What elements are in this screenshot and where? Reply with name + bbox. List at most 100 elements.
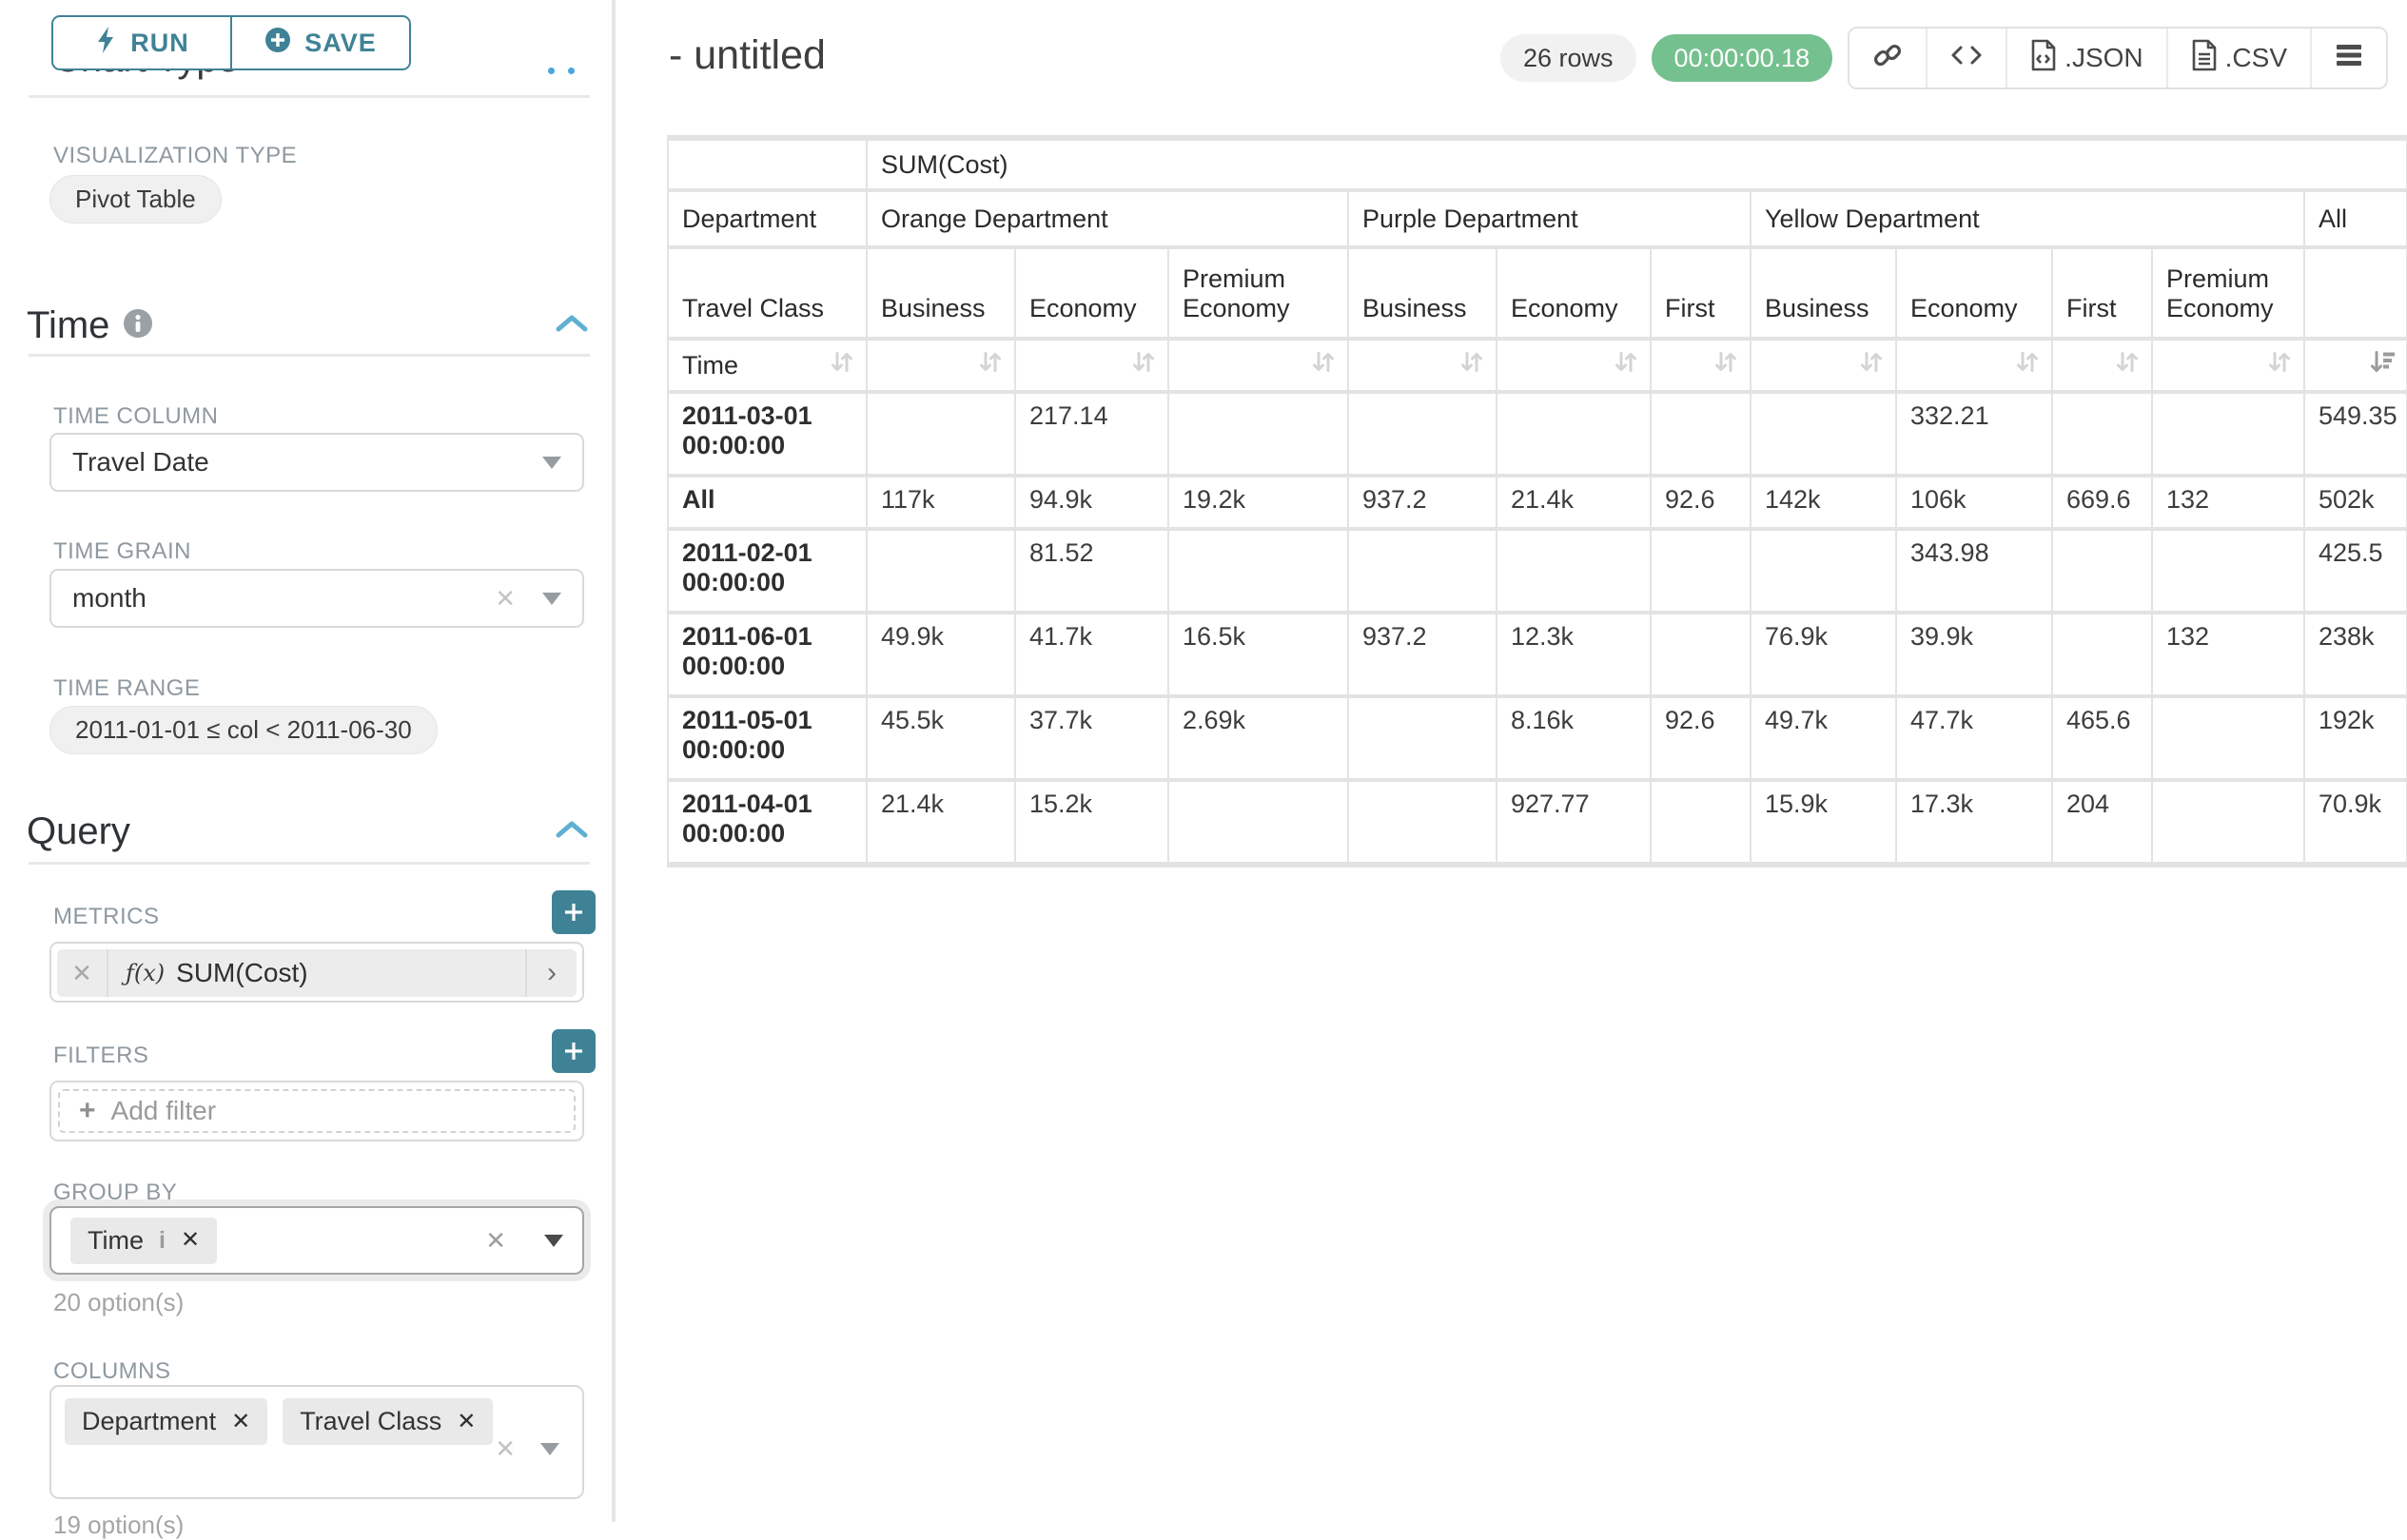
metric-pill[interactable]: ✕ ƒ(x) SUM(Cost) ›	[57, 949, 577, 997]
lightning-icon	[94, 26, 117, 61]
sort-header[interactable]	[2053, 341, 2153, 390]
sort-header[interactable]	[1349, 341, 1497, 390]
clear-icon[interactable]: ✕	[495, 584, 516, 613]
sort-header[interactable]	[1652, 341, 1751, 390]
pivot-value-cell: 76.9k	[1751, 614, 1897, 694]
pivot-value-cell	[1169, 394, 1349, 474]
pivot-value-cell: 132	[2153, 614, 2305, 694]
export-json-button[interactable]: .JSON	[2007, 29, 2168, 88]
sort-icon[interactable]	[1129, 348, 1158, 383]
metric-header-row: SUM(Cost)	[669, 141, 2407, 188]
remove-tag-icon[interactable]: ✕	[180, 1227, 201, 1253]
group-by-select[interactable]: Time i ✕ ✕	[49, 1206, 584, 1275]
pivot-value-cell	[868, 531, 1016, 611]
group-by-tag[interactable]: Time i ✕	[70, 1217, 218, 1264]
table-row: 2011-06-01 00:00:00 49.9k 41.7k 16.5k 937.2 1…	[669, 614, 2407, 694]
sort-header[interactable]	[2153, 341, 2305, 390]
sort-header[interactable]	[1897, 341, 2053, 390]
chart-title[interactable]: - untitled	[669, 32, 826, 78]
chevron-up-icon[interactable]	[554, 817, 590, 847]
time-column-select[interactable]: Travel Date	[49, 433, 584, 492]
pivot-value-cell: 41.7k	[1016, 614, 1169, 694]
travel-class-header: First	[1652, 249, 1751, 337]
info-icon	[123, 308, 153, 343]
metric-header-cell: SUM(Cost)	[868, 141, 2407, 188]
pivot-value-cell	[1751, 531, 1897, 611]
copy-link-button[interactable]	[1849, 29, 1928, 88]
pivot-value-cell	[1652, 394, 1751, 474]
pivot-value-cell: 21.4k	[1497, 478, 1652, 527]
panel-drag-dot[interactable]	[568, 68, 575, 74]
sort-header[interactable]	[868, 341, 1016, 390]
sort-header[interactable]	[1497, 341, 1652, 390]
sort-icon[interactable]	[2265, 348, 2294, 383]
time-column-value: Travel Date	[72, 447, 209, 477]
col-dimension-label: Travel Class	[669, 249, 868, 337]
columns-tag[interactable]: Department ✕	[65, 1398, 268, 1445]
sort-desc-header[interactable]	[2305, 341, 2407, 390]
travel-class-header	[2305, 249, 2407, 337]
sort-icon[interactable]	[976, 348, 1005, 383]
travel-class-header: Premium Economy	[2153, 249, 2305, 337]
menu-button[interactable]	[2312, 29, 2386, 88]
pivot-value-cell: 927.77	[1497, 782, 1652, 862]
pivot-value-cell	[868, 394, 1016, 474]
time-grain-select[interactable]: month ✕	[49, 569, 584, 628]
query-section-title: Query	[27, 810, 130, 852]
clear-icon[interactable]: ✕	[495, 1434, 516, 1463]
time-sort-header[interactable]: Time	[669, 341, 868, 390]
export-button-group: .JSON .CSV	[1848, 27, 2388, 89]
save-button[interactable]: SAVE	[231, 15, 411, 70]
time-section-title: Time	[27, 304, 110, 346]
sort-icon[interactable]	[2113, 348, 2142, 383]
chevron-right-icon[interactable]: ›	[525, 949, 577, 997]
sort-icon[interactable]	[1309, 348, 1338, 383]
remove-tag-icon[interactable]: ✕	[231, 1408, 251, 1434]
json-file-icon	[2030, 39, 2057, 78]
chevron-down-icon	[540, 1442, 559, 1455]
pivot-table: SUM(Cost) Department Orange Department Pu…	[667, 135, 2407, 867]
sort-header[interactable]	[1751, 341, 1897, 390]
pivot-value-cell	[1349, 782, 1497, 862]
remove-tag-icon[interactable]: ✕	[457, 1408, 477, 1434]
run-save-button-group: RUN SAVE	[51, 15, 411, 70]
sort-icon[interactable]	[1458, 348, 1486, 383]
plus-circle-icon	[264, 27, 291, 60]
sort-icon[interactable]	[828, 348, 856, 383]
view-query-button[interactable]	[1928, 29, 2008, 88]
clear-icon[interactable]: ✕	[485, 1226, 506, 1255]
pivot-value-cell	[1497, 394, 1652, 474]
run-button[interactable]: RUN	[51, 15, 231, 70]
visualization-type-pill[interactable]: Pivot Table	[49, 175, 222, 224]
add-metric-button[interactable]	[552, 890, 596, 934]
pivot-value-cell: 15.9k	[1751, 782, 1897, 862]
remove-metric-icon[interactable]: ✕	[57, 949, 108, 997]
sort-header-row: Time	[669, 341, 2407, 390]
query-timer-badge: 00:00:00.18	[1651, 34, 1833, 82]
sort-desc-icon[interactable]	[2368, 348, 2397, 383]
sort-icon[interactable]	[1857, 348, 1886, 383]
sort-header[interactable]	[1169, 341, 1349, 390]
panel-drag-dot[interactable]	[548, 68, 555, 74]
sort-icon[interactable]	[1712, 348, 1740, 383]
chevron-up-icon[interactable]	[554, 311, 590, 341]
pivot-value-cell: 19.2k	[1169, 478, 1349, 527]
columns-tag[interactable]: Travel Class ✕	[283, 1398, 494, 1445]
sort-icon[interactable]	[2013, 348, 2042, 383]
pivot-value-cell: 8.16k	[1497, 698, 1652, 778]
pivot-value-cell: 92.6	[1652, 698, 1751, 778]
sort-header[interactable]	[1016, 341, 1169, 390]
travel-class-header: Business	[1751, 249, 1897, 337]
row-label-cell: 2011-06-01 00:00:00	[669, 614, 868, 694]
add-filter-button[interactable]: + Add filter	[58, 1089, 576, 1133]
travel-class-header: First	[2053, 249, 2153, 337]
pivot-value-cell	[1349, 698, 1497, 778]
columns-select[interactable]: Department ✕ Travel Class ✕ ✕	[49, 1385, 584, 1499]
sort-icon[interactable]	[1612, 348, 1640, 383]
add-filter-plus-button[interactable]	[552, 1029, 596, 1073]
time-range-pill[interactable]: 2011-01-01 ≤ col < 2011-06-30	[49, 706, 438, 754]
pivot-value-cell	[1652, 614, 1751, 694]
panel-divider[interactable]	[612, 0, 616, 1522]
export-csv-button[interactable]: .CSV	[2167, 29, 2312, 88]
group-by-label: GROUP BY	[53, 1179, 178, 1205]
